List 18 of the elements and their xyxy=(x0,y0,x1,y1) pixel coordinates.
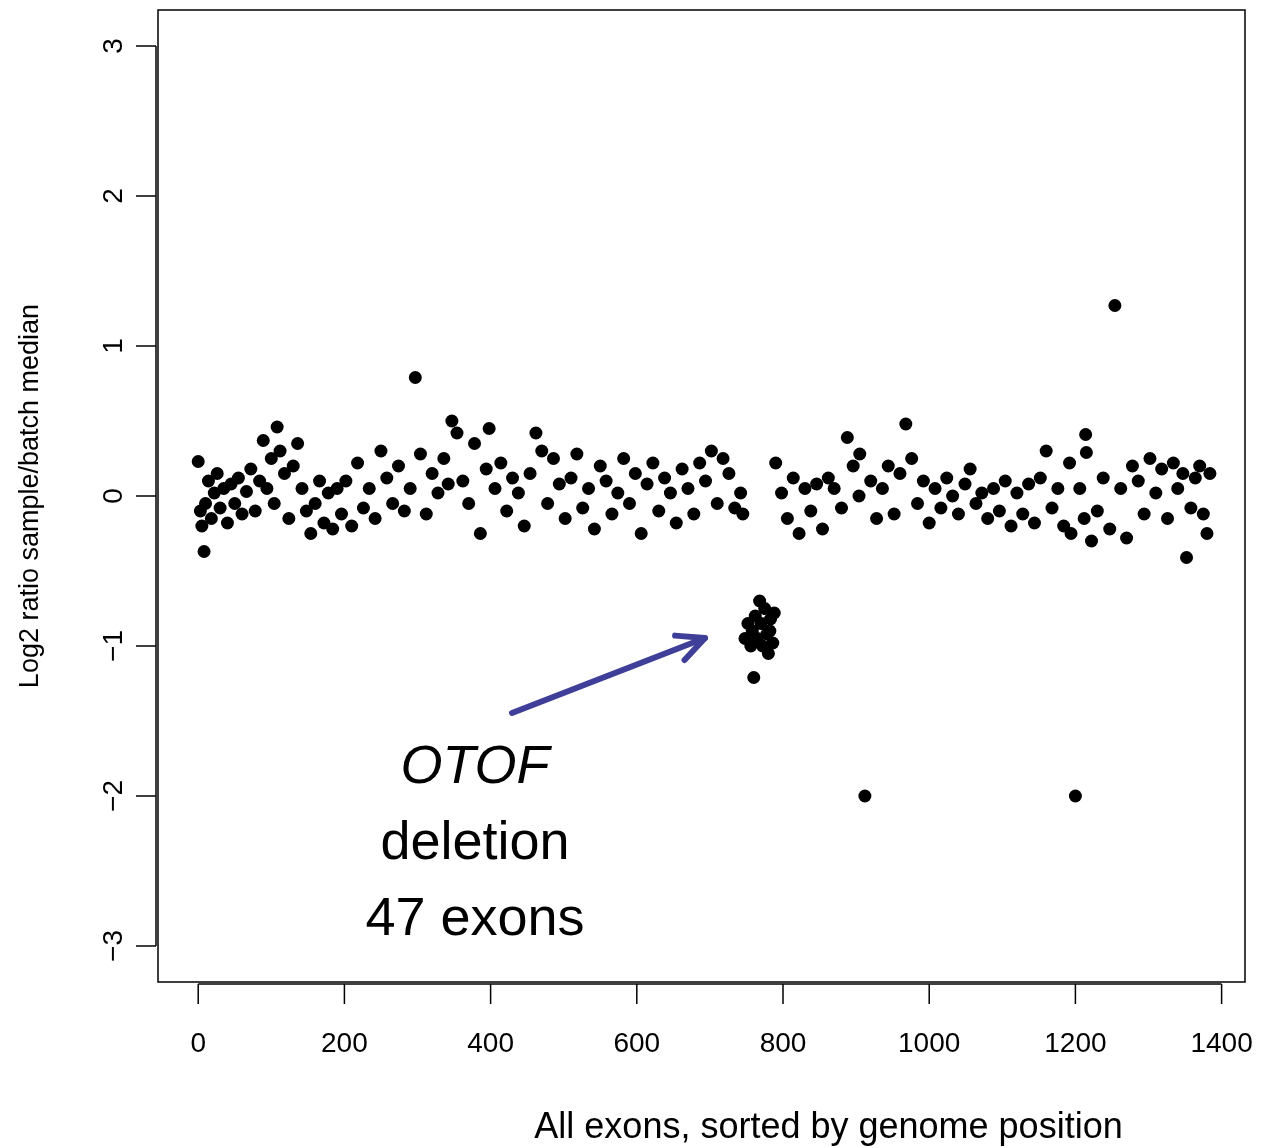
x-tick-label: 0 xyxy=(190,1027,206,1058)
y-tick-label: −2 xyxy=(96,780,128,812)
y-tick-label: 2 xyxy=(96,188,128,204)
x-axis-title: All exons, sorted by genome position xyxy=(534,1105,1123,1146)
y-tick-label: 0 xyxy=(96,488,128,504)
x-tick-label: 200 xyxy=(321,1027,368,1058)
annotation: OTOF deletion 47 exons xyxy=(365,734,585,946)
x-tick-label: 1200 xyxy=(1044,1027,1107,1058)
x-tick-label: 400 xyxy=(467,1027,514,1058)
x-tick-label: 600 xyxy=(613,1027,661,1058)
y-axis-title: Log2 ratio sample/batch median xyxy=(14,303,44,689)
x-tick-label: 1400 xyxy=(1190,1027,1253,1058)
y-tick-label: 1 xyxy=(96,338,128,354)
y-tick-label: 3 xyxy=(96,38,128,54)
y-tick-label: −3 xyxy=(96,930,128,962)
x-tick-label: 1000 xyxy=(898,1027,961,1058)
y-tick-label: −1 xyxy=(96,630,128,662)
x-tick-label: 800 xyxy=(759,1027,807,1058)
